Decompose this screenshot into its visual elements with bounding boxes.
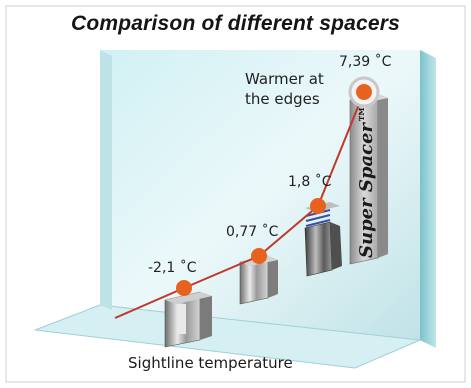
data-label-4: 7,39 ˚C xyxy=(339,53,392,70)
series-line xyxy=(183,91,365,289)
brand-label: Super Spacer™ xyxy=(356,105,377,258)
data-label-1: -2,1 ˚C xyxy=(148,259,197,276)
glass-pane-left xyxy=(100,50,112,310)
data-point-4 xyxy=(356,84,372,100)
chart-marks: -2,1 ˚C 0,77 ˚C 1,8 ˚C 7,39 ˚C xyxy=(114,53,392,319)
x-axis-label: Sightline temperature xyxy=(128,354,293,372)
outer-border xyxy=(5,5,466,383)
annotation-line-2: the edges xyxy=(245,90,320,108)
annotation-line-1: Warmer at xyxy=(245,70,324,88)
data-point-2 xyxy=(251,248,267,264)
glass-pane-edge xyxy=(420,50,436,348)
series-line-lead xyxy=(114,287,185,319)
glass-pane-front xyxy=(34,304,422,369)
spacer-1 xyxy=(164,291,212,348)
data-point-3 xyxy=(310,198,326,214)
chart-title: Comparison of different spacers xyxy=(70,12,401,35)
data-label-3: 1,8 ˚C xyxy=(288,173,332,190)
data-point-1 xyxy=(176,280,192,296)
data-label-2: 0,77 ˚C xyxy=(226,223,279,240)
glass-pane-back xyxy=(100,50,420,340)
